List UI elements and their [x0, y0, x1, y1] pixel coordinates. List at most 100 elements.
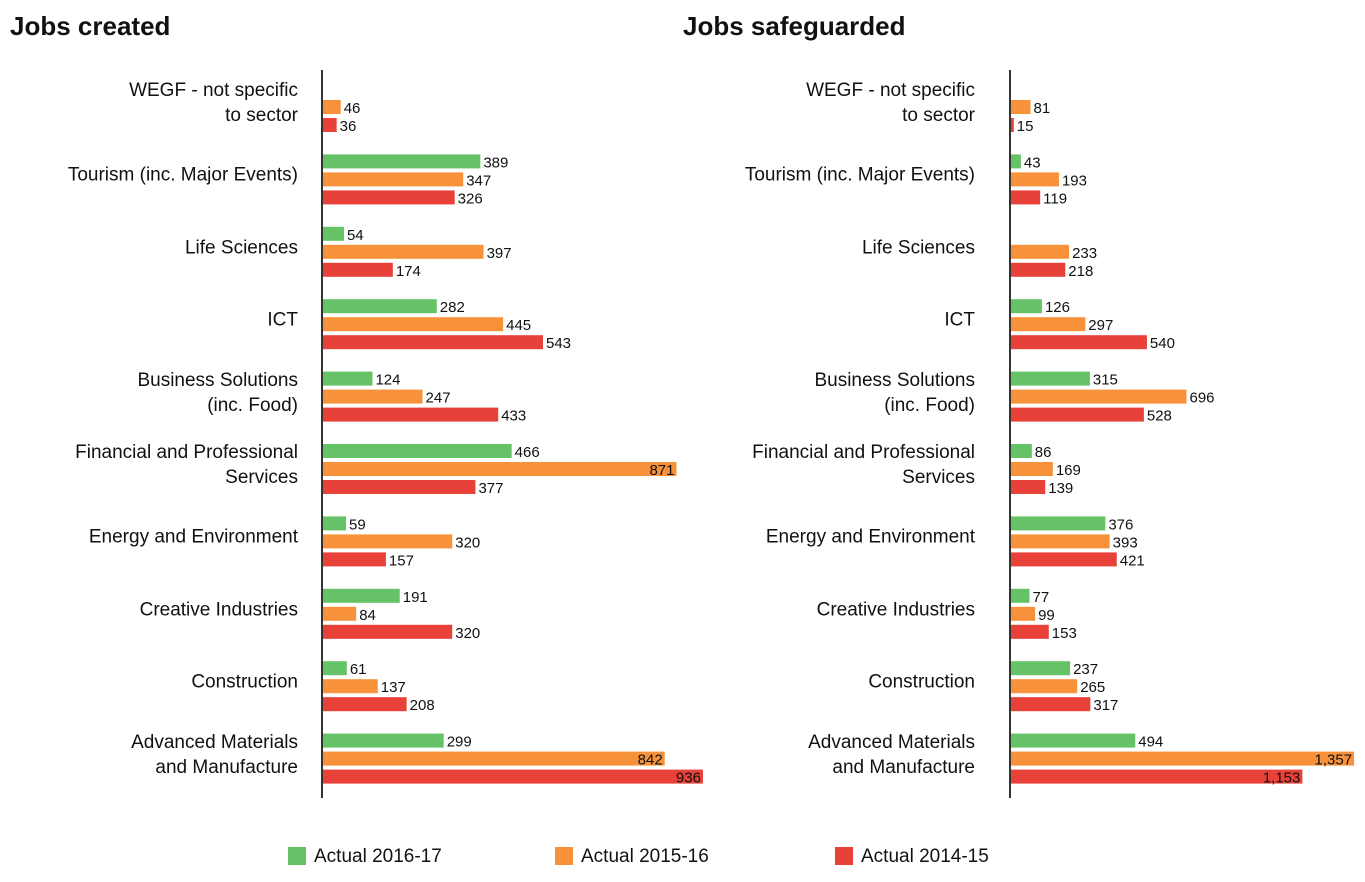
bar: [1010, 552, 1117, 567]
data-label: 36: [340, 118, 357, 135]
bar: [1010, 154, 1021, 169]
data-label: 218: [1068, 263, 1093, 280]
chart-title: Jobs safeguarded: [683, 11, 906, 41]
data-label: 377: [478, 480, 503, 497]
data-label: 433: [501, 408, 526, 425]
data-label: 466: [515, 444, 540, 461]
data-label: 139: [1048, 480, 1073, 497]
data-label: 297: [1088, 317, 1113, 334]
bar: [1010, 262, 1066, 277]
data-label: 445: [506, 317, 531, 334]
data-label: 233: [1072, 245, 1097, 262]
bar: [1010, 769, 1303, 784]
data-label: 376: [1108, 516, 1133, 533]
bar: [322, 606, 357, 621]
legend-swatch: [835, 847, 853, 865]
data-label: 936: [676, 770, 701, 787]
data-label: 540: [1150, 335, 1175, 352]
bar: [322, 335, 544, 350]
data-label: 77: [1033, 589, 1050, 606]
data-label: 84: [359, 607, 376, 624]
category-label: Construction: [868, 671, 975, 693]
data-label: 124: [375, 372, 400, 389]
bar: [322, 389, 423, 404]
legend-swatch: [555, 847, 573, 865]
data-label: 86: [1035, 444, 1052, 461]
category-label: Creative Industries: [139, 599, 298, 621]
data-label: 157: [389, 552, 414, 569]
bar: [322, 769, 703, 784]
data-label: 696: [1189, 390, 1214, 407]
data-label: 99: [1038, 607, 1055, 624]
bar: [322, 661, 347, 676]
data-label: 315: [1093, 372, 1118, 389]
legend-swatch: [288, 847, 306, 865]
data-label: 237: [1073, 661, 1098, 678]
bar: [322, 444, 512, 458]
bar: [322, 100, 341, 114]
data-label: 1,357: [1315, 752, 1353, 769]
category-label: ICT: [944, 309, 975, 331]
category-label: ICT: [267, 309, 298, 331]
bar: [322, 262, 393, 277]
bar: [322, 299, 437, 314]
data-label: 317: [1093, 697, 1118, 714]
category-label: Advanced Materials and Manufacture: [808, 731, 975, 778]
bar: [322, 679, 378, 694]
data-label: 54: [347, 227, 364, 244]
bar: [322, 371, 373, 386]
data-label: 81: [1034, 100, 1051, 117]
bar: [1010, 679, 1078, 694]
data-label: 494: [1138, 734, 1163, 751]
data-label: 43: [1024, 154, 1041, 171]
bar: [322, 317, 504, 332]
data-label: 15: [1017, 118, 1034, 135]
bar: [322, 588, 400, 603]
category-label: Tourism (inc. Major Events): [67, 164, 298, 186]
bar: [322, 534, 453, 549]
bar: [1010, 335, 1147, 350]
data-label: 389: [483, 154, 508, 171]
category-label: Creative Industries: [816, 599, 975, 621]
bar: [1010, 606, 1036, 621]
bar: [322, 552, 386, 567]
bar: [322, 624, 453, 639]
bar: [322, 244, 484, 259]
bar: [1010, 751, 1355, 766]
category-label: Energy and Environment: [765, 526, 975, 548]
category-label: Financial and Professional Services: [75, 442, 298, 488]
bar: [1010, 661, 1071, 676]
bar: [1010, 389, 1187, 404]
bar: [322, 190, 455, 205]
bar: [1010, 371, 1090, 386]
chart-title: Jobs created: [10, 11, 170, 41]
bar: [1010, 516, 1106, 531]
bar: [322, 480, 476, 494]
data-label: 347: [466, 172, 491, 189]
data-label: 61: [350, 661, 367, 678]
data-label: 528: [1147, 408, 1172, 425]
bar: [1010, 190, 1041, 205]
data-label: 46: [344, 100, 361, 117]
category-label: Life Sciences: [184, 237, 298, 259]
bar: [322, 407, 499, 422]
category-label: Construction: [191, 671, 298, 693]
data-label: 193: [1062, 172, 1087, 189]
category-label: Energy and Environment: [88, 526, 298, 548]
category-label: WEGF - not specific to sector: [129, 80, 298, 126]
category-label: Tourism (inc. Major Events): [744, 164, 975, 186]
data-label: 265: [1080, 679, 1105, 696]
category-label: WEGF - not specific to sector: [806, 80, 975, 126]
data-label: 320: [455, 534, 480, 551]
bar: [1010, 172, 1059, 187]
bar: [322, 154, 481, 169]
category-label: Financial and Professional Services: [752, 442, 975, 488]
bar: [1010, 462, 1053, 476]
category-label: Advanced Materials and Manufacture: [131, 731, 298, 778]
bar: [1010, 444, 1032, 458]
data-label: 842: [638, 752, 663, 769]
data-label: 208: [410, 697, 435, 714]
data-label: 174: [396, 263, 421, 280]
data-label: 153: [1052, 625, 1077, 642]
